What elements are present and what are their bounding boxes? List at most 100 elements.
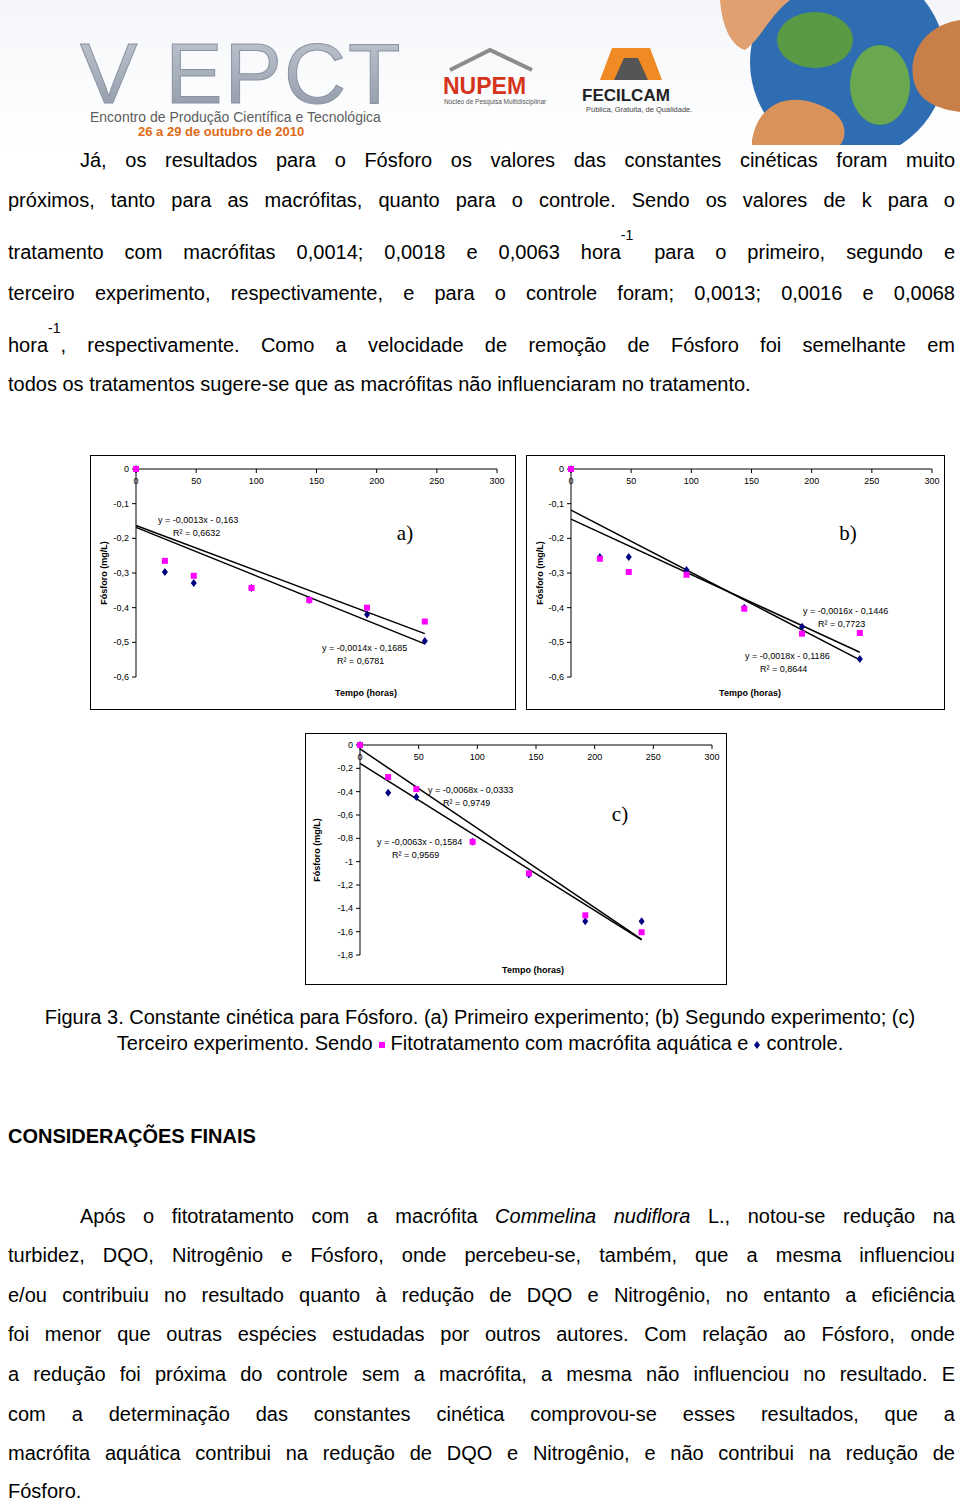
y-tick: [356, 768, 360, 769]
text-line: turbidez, DQO, Nitrogênio e Fósforo, ond…: [8, 1243, 955, 1267]
data-point: [639, 929, 645, 935]
y-tick-label: -1: [345, 857, 353, 867]
y-tick: [356, 908, 360, 909]
data-point: [162, 568, 168, 576]
caption-text: e: [737, 1032, 748, 1054]
legend-symbol: [377, 1039, 387, 1051]
data-point: [597, 553, 603, 561]
logo-tagline: Pública, Gratuita, de Qualidade.: [586, 105, 692, 114]
y-tick-label: -0,3: [548, 568, 564, 578]
data-point: [191, 579, 197, 587]
x-tick-label: 50: [191, 476, 201, 486]
y-tick-label: -0,6: [113, 672, 129, 682]
legend-marker: [379, 1042, 385, 1048]
y-tick: [132, 503, 136, 504]
data-point: [306, 596, 312, 604]
y-axis: [360, 745, 361, 955]
y-tick: [132, 538, 136, 539]
text: Já, os resultados para o Fósforo os valo…: [80, 149, 955, 171]
x-tick: [811, 469, 812, 473]
text: Após o fitotratamento com a macrófita: [80, 1205, 495, 1227]
data-point: [133, 465, 139, 473]
y-tick-label: -0,1: [113, 499, 129, 509]
data-point: [568, 466, 574, 472]
superscript: -1: [48, 320, 60, 336]
text: a redução foi próxima do controle sem a …: [8, 1363, 955, 1385]
data-point: [639, 917, 645, 925]
logo-icon: [614, 58, 648, 80]
x-tick-label: 150: [309, 476, 324, 486]
y-tick: [356, 861, 360, 862]
trendline-equation: y = -0,0018x - 0,1186: [745, 651, 830, 661]
x-tick: [871, 469, 872, 473]
y-tick: [567, 677, 571, 678]
data-point: [133, 466, 139, 472]
y-tick-label: -1,2: [337, 880, 353, 890]
chart-frame: [527, 456, 945, 710]
legend-marker: [754, 1041, 760, 1049]
trendline-r2: R² = 0,9749: [443, 798, 490, 808]
x-tick: [316, 469, 317, 473]
panel-label: c): [612, 802, 628, 826]
legend-symbol: [752, 1039, 762, 1051]
x-tick-label: 100: [470, 752, 485, 762]
y-tick: [132, 607, 136, 608]
y-tick: [132, 573, 136, 574]
text-line: próximos, tanto para as macrófitas, quan…: [8, 188, 955, 212]
y-tick-label: -1,4: [337, 903, 353, 913]
data-point: [741, 606, 747, 612]
text-line: com a determinação das constantes cinéti…: [8, 1402, 955, 1426]
trendline-equation: y = -0,0014x - 0,1685: [322, 643, 407, 653]
y-tick-label: -0,8: [337, 833, 353, 843]
x-tick-label: 0: [357, 752, 362, 762]
y-tick-label: -0,2: [548, 533, 564, 543]
data-point: [191, 573, 197, 579]
text: L., notou-se redução na: [690, 1205, 955, 1227]
data-point: [364, 611, 370, 619]
x-tick: [497, 469, 498, 473]
hand: [912, 20, 960, 112]
trendline: [136, 526, 425, 634]
y-tick: [356, 815, 360, 816]
y-tick: [356, 955, 360, 956]
text-line: macrófita aquática contribui na redução …: [8, 1441, 955, 1465]
y-tick: [356, 931, 360, 932]
text: foi menor que outras espécies estudadas …: [8, 1323, 955, 1345]
y-tick-label: -0,1: [548, 499, 564, 509]
data-point: [364, 605, 370, 611]
text: terceiro experimento, respectivamente, e…: [8, 282, 955, 304]
chart: 0-0,1-0,2-0,3-0,4-0,5-0,6050100150200250…: [90, 455, 516, 710]
data-point: [799, 623, 805, 631]
trendline-equation: y = -0,0013x - 0,163: [158, 515, 238, 525]
x-tick: [631, 469, 632, 473]
y-tick: [356, 838, 360, 839]
x-tick-label: 200: [369, 476, 384, 486]
y-tick: [132, 677, 136, 678]
x-tick: [653, 745, 654, 749]
data-point: [422, 637, 428, 645]
event-dates: 26 a 29 de outubro de 2010: [138, 124, 304, 139]
x-tick-label: 50: [626, 476, 636, 486]
x-tick-label: 200: [587, 752, 602, 762]
plot-area: [568, 465, 863, 663]
data-point: [357, 741, 363, 749]
trendline-equation: y = -0,0068x - 0,0333: [428, 785, 513, 795]
trendline-equation: y = -0,0063x - 0,1584: [377, 837, 462, 847]
text: , respectivamente. Como a velocidade de …: [60, 334, 955, 356]
data-point: [385, 789, 391, 797]
data-point: [857, 655, 863, 663]
y-tick-label: -0,5: [548, 637, 564, 647]
x-tick: [751, 469, 752, 473]
x-tick: [594, 745, 595, 749]
data-point: [162, 558, 168, 564]
y-axis-title: Fósforo (mg/L): [312, 818, 322, 882]
x-tick: [256, 469, 257, 473]
text-line: todos os tratamentos sugere-se que as ma…: [8, 372, 955, 396]
y-tick-label: -0,5: [113, 637, 129, 647]
text: com a determinação das constantes cinéti…: [8, 1403, 955, 1425]
plot-area: [133, 465, 428, 645]
data-point: [857, 630, 863, 636]
y-tick: [567, 607, 571, 608]
x-tick-label: 150: [744, 476, 759, 486]
text-line: foi menor que outras espécies estudadas …: [8, 1322, 955, 1346]
